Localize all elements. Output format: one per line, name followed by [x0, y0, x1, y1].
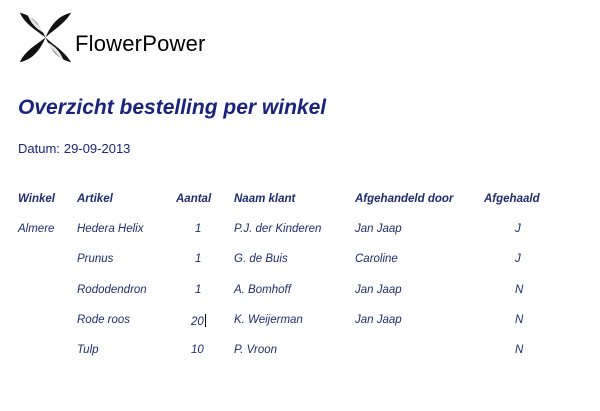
- cell-aantal: 20: [191, 316, 204, 328]
- cell-door: Jan Jaap: [355, 314, 402, 326]
- column-header-aantal: Aantal: [176, 193, 212, 205]
- cell-klant: G. de Buis: [234, 253, 288, 265]
- column-header-winkel: Winkel: [18, 193, 55, 205]
- column-header-afgehandeld-door: Afgehandeld door: [355, 193, 454, 205]
- cell-artikel: Prunus: [77, 253, 114, 265]
- column-header-artikel: Artikel: [77, 193, 113, 205]
- cell-afgehaald: J: [515, 253, 521, 265]
- cell-afgehaald: J: [515, 223, 521, 235]
- cell-klant: K. Weijerman: [234, 314, 303, 326]
- date-value: 29-09-2013: [63, 141, 131, 156]
- report-date: Datum: 29-09-2013: [18, 141, 130, 156]
- cell-aantal: 10: [191, 344, 204, 356]
- text-cursor: [204, 314, 206, 327]
- column-header-afgehaald: Afgehaald: [484, 193, 540, 205]
- cell-aantal: 1: [195, 284, 202, 296]
- date-label: Datum:: [18, 141, 60, 156]
- cell-door: Caroline: [355, 253, 398, 265]
- cell-artikel: Hedera Helix: [77, 223, 144, 235]
- brand-name: FlowerPower: [75, 31, 206, 56]
- cell-klant: A. Bomhoff: [234, 284, 291, 296]
- column-header-naam-klant: Naam klant: [234, 193, 296, 205]
- cell-artikel: Tulp: [77, 344, 99, 356]
- cell-aantal-editing[interactable]: 20: [191, 314, 206, 328]
- cell-door: Jan Jaap: [355, 284, 402, 296]
- cell-door: Jan Jaap: [355, 223, 402, 235]
- cell-klant: P.J. der Kinderen: [234, 223, 322, 235]
- cell-aantal: 1: [195, 253, 202, 265]
- page-title: Overzicht bestelling per winkel: [18, 96, 327, 119]
- cell-aantal: 1: [195, 223, 202, 235]
- cell-artikel: Rododendron: [77, 284, 147, 296]
- cell-afgehaald: N: [515, 344, 524, 356]
- cell-klant: P. Vroon: [234, 344, 278, 356]
- cell-artikel: Rode roos: [77, 314, 131, 326]
- cell-afgehaald: N: [515, 314, 524, 326]
- cell-winkel: Almere: [18, 223, 55, 235]
- flower-logo-icon: [19, 12, 72, 63]
- cell-afgehaald: N: [515, 284, 524, 296]
